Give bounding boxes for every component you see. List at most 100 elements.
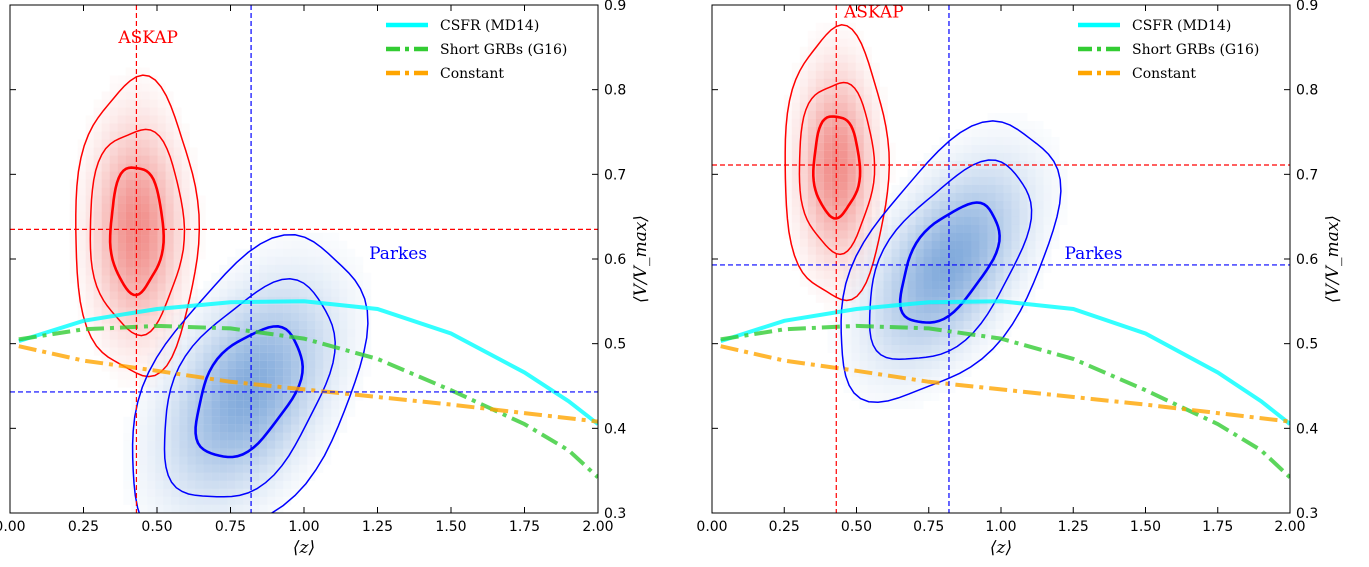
density-cell [275, 480, 284, 489]
density-cell [1051, 192, 1060, 201]
density-cell [1011, 168, 1020, 177]
x-tick-label: 0.50 [841, 519, 872, 535]
density-cell [855, 110, 864, 119]
density-cell [1027, 232, 1036, 241]
density-cell [165, 307, 174, 316]
density-cell [149, 307, 158, 316]
density-cell [227, 352, 236, 361]
density-cell [1043, 160, 1052, 169]
density-cell [1011, 144, 1020, 153]
density-cell [824, 303, 832, 311]
density-cell [190, 148, 198, 156]
density-cell [947, 264, 956, 273]
density-cell [1027, 144, 1036, 153]
x-tick-label: 0.25 [68, 519, 99, 535]
density-cell [85, 179, 94, 188]
density-cell [963, 336, 972, 345]
density-cell [1027, 192, 1036, 201]
density-cell [807, 206, 816, 215]
density-cell [931, 368, 940, 377]
density-cell [815, 278, 824, 287]
density-cell [93, 203, 102, 212]
density-cell [923, 280, 932, 289]
density-cell [94, 100, 102, 108]
density-askap [783, 30, 888, 311]
density-cell [195, 537, 203, 545]
density-cell [847, 230, 856, 239]
density-cell [867, 312, 876, 321]
density-cell [235, 432, 244, 441]
density-cell [947, 184, 956, 193]
density-cell [355, 296, 364, 305]
density-cell [315, 352, 324, 361]
density-cell [307, 440, 316, 449]
density-cell [931, 288, 940, 297]
density-cell [203, 281, 211, 289]
density-cell [171, 432, 180, 441]
density-cell [157, 331, 166, 340]
density-cell [251, 360, 260, 369]
density-cell [872, 63, 880, 71]
density-cell [235, 472, 244, 481]
density-cell [93, 171, 102, 180]
density-cell [243, 392, 252, 401]
density-cell [823, 70, 832, 79]
y-tick-label: 0.6 [1296, 252, 1318, 268]
density-cell [227, 312, 236, 321]
density-cell [267, 456, 276, 465]
density-cell [109, 115, 118, 124]
density-cell [181, 203, 190, 212]
density-cell [147, 416, 156, 425]
density-cell [915, 352, 924, 361]
density-cell [947, 224, 956, 233]
density-cell [1027, 264, 1036, 273]
density-cell [1036, 281, 1044, 289]
density-cell [988, 121, 996, 129]
density-cell [133, 355, 142, 364]
density-cell [995, 312, 1004, 321]
density-cell [195, 464, 204, 473]
density-cell [259, 272, 268, 281]
density-cell [93, 339, 102, 348]
density-cell [891, 200, 900, 209]
contour-level-2 [868, 159, 1033, 361]
density-cell [939, 352, 948, 361]
density-cell [899, 376, 908, 385]
density-cell [141, 155, 150, 164]
density-cell [109, 91, 118, 100]
density-cell [815, 230, 824, 239]
density-cell [147, 504, 156, 513]
density-cell [923, 208, 932, 217]
density-cell [1028, 121, 1036, 129]
density-cell [147, 537, 155, 545]
density-cell [163, 376, 172, 385]
contour-level-2 [798, 81, 876, 256]
density-cell [915, 384, 924, 393]
density-cell [1035, 200, 1044, 209]
density-cell [235, 384, 244, 393]
density-cell [987, 264, 996, 273]
density-cell [1011, 216, 1020, 225]
density-cell [187, 392, 196, 401]
density-cell [134, 68, 142, 76]
density-cell [139, 496, 148, 505]
density-cell [267, 304, 276, 313]
density-cell [275, 272, 284, 281]
density-cell [219, 464, 228, 473]
density-cell [219, 408, 228, 417]
density-cell [1011, 304, 1020, 313]
density-cell [315, 240, 324, 249]
density-cell [211, 296, 220, 305]
density-cell [211, 537, 219, 545]
density-cell [267, 256, 276, 265]
density-cell [125, 211, 134, 220]
density-cell [93, 267, 102, 276]
density-cell [995, 216, 1004, 225]
density-cell [155, 496, 164, 505]
density-cell [165, 179, 174, 188]
density-cell [149, 227, 158, 236]
density-cell [831, 78, 840, 87]
density-cell [940, 385, 948, 393]
density-cell [307, 400, 316, 409]
density-cell [347, 320, 356, 329]
